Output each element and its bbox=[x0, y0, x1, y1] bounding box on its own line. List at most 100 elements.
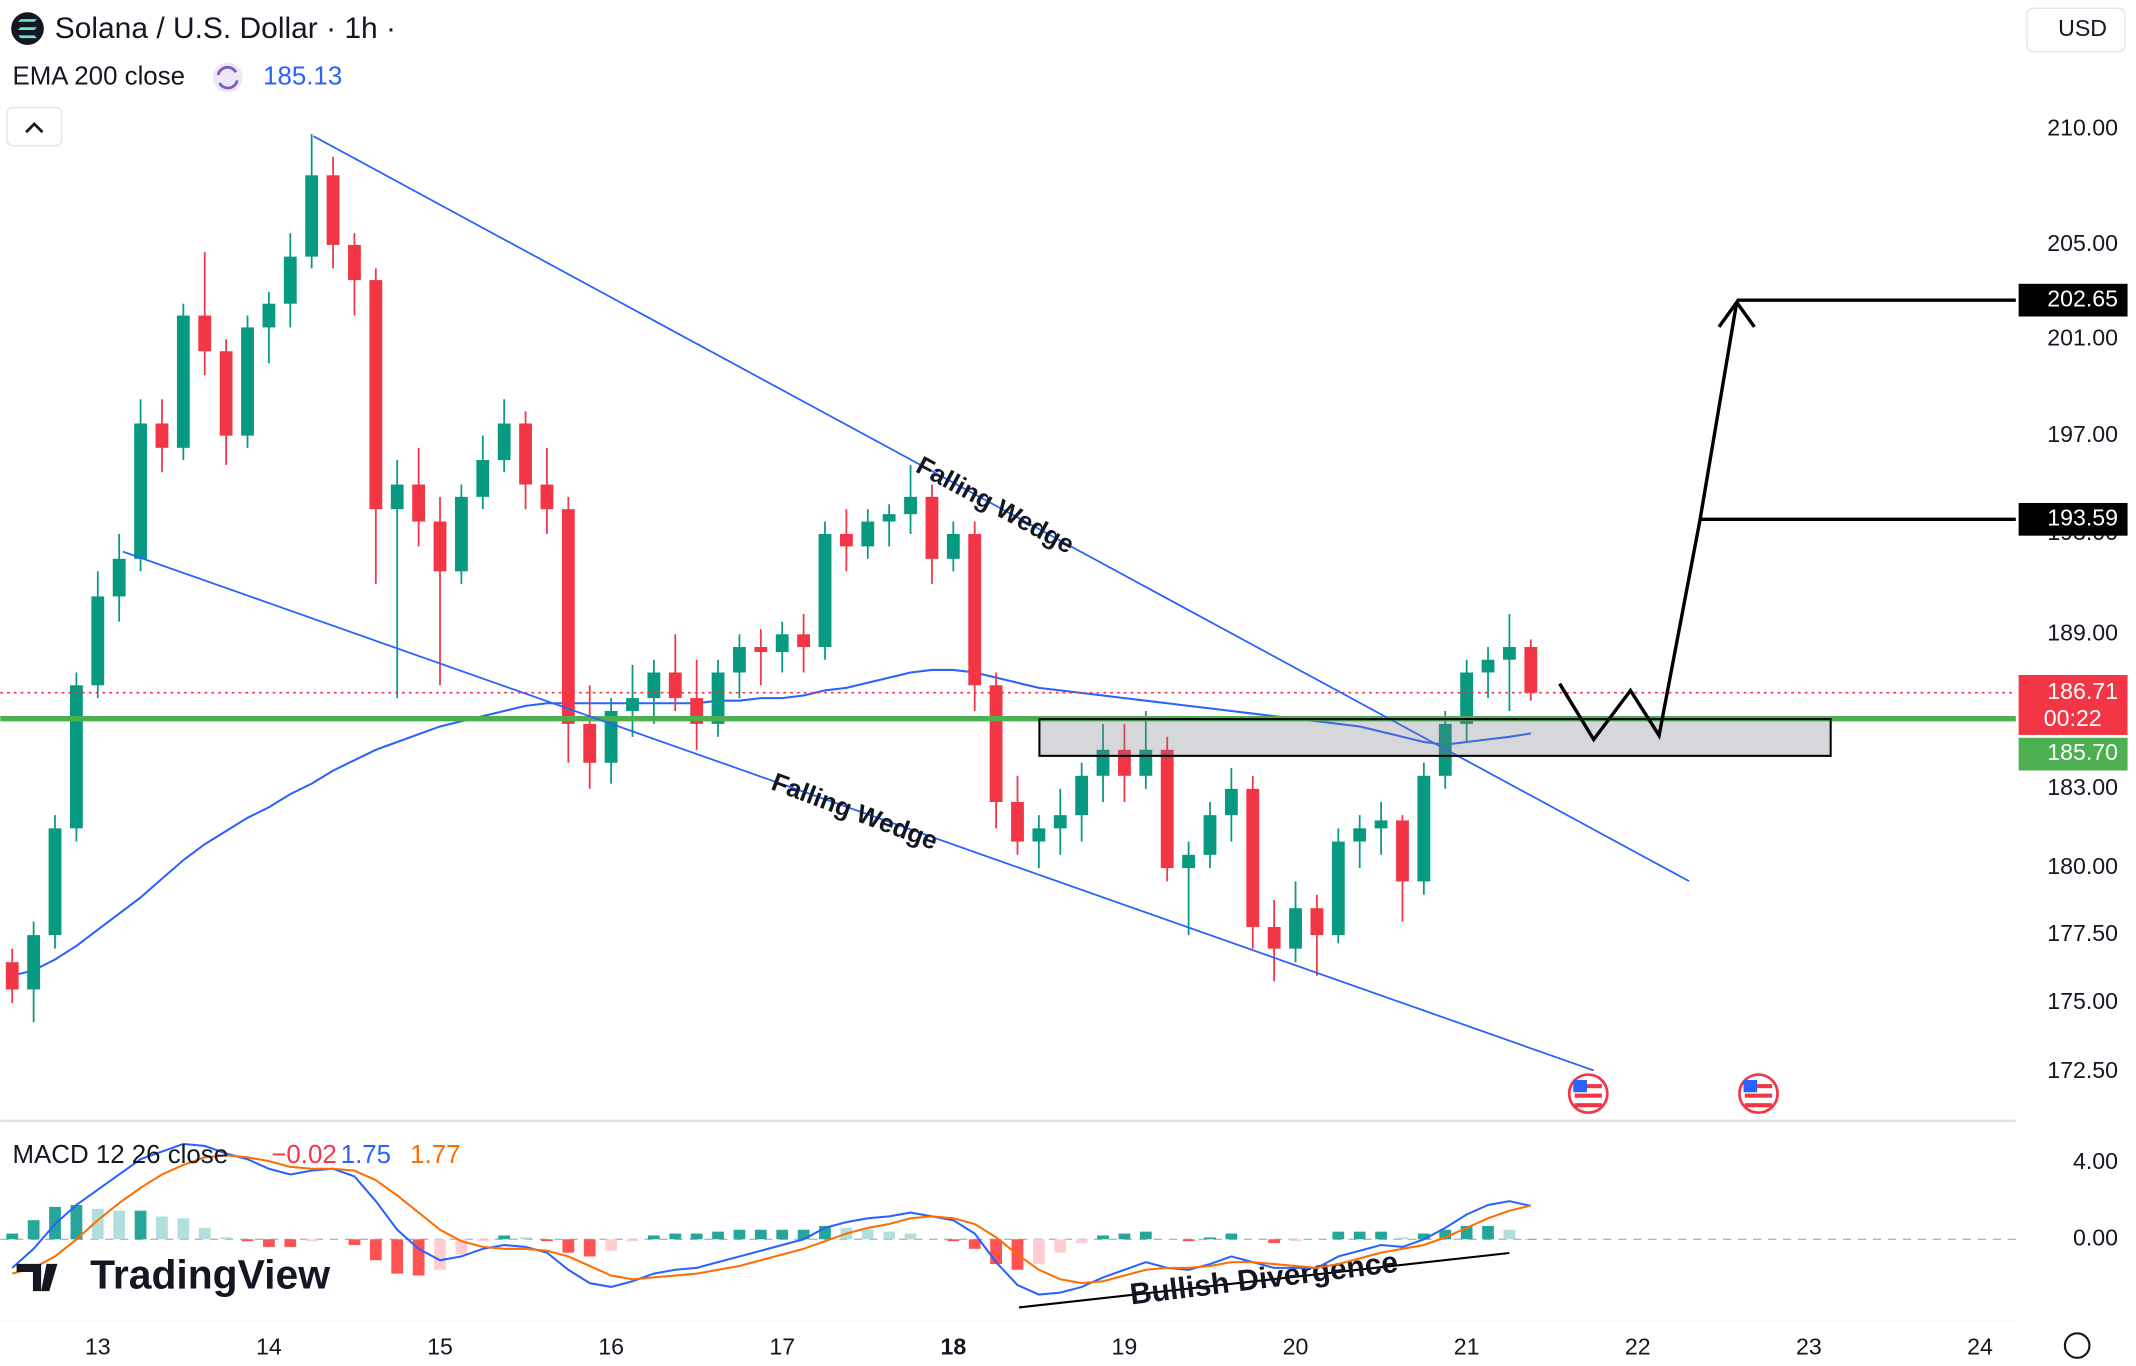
histogram-bar bbox=[177, 1218, 190, 1240]
histogram-bar bbox=[391, 1239, 404, 1274]
histogram-bar bbox=[861, 1229, 874, 1240]
candle-body bbox=[326, 175, 340, 245]
collapse-button[interactable] bbox=[6, 106, 63, 147]
macd-hist-value: −0.02 bbox=[271, 1141, 336, 1169]
candle-body bbox=[176, 315, 190, 448]
candle-body bbox=[604, 710, 618, 763]
y-tick-label: 201.00 bbox=[2047, 324, 2118, 350]
histogram-bar bbox=[990, 1239, 1002, 1265]
histogram-bar bbox=[305, 1239, 318, 1242]
y-tick-label: 189.00 bbox=[2047, 619, 2118, 645]
candle-body bbox=[1460, 672, 1474, 724]
histogram-bar bbox=[712, 1231, 724, 1240]
candle-body bbox=[839, 533, 853, 547]
candle-body bbox=[454, 496, 468, 572]
histogram-bar bbox=[134, 1210, 147, 1240]
histogram-bar bbox=[669, 1233, 682, 1240]
histogram-bar bbox=[1139, 1231, 1152, 1240]
x-tick-label: 16 bbox=[598, 1333, 624, 1359]
currency[interactable]: USD bbox=[2058, 15, 2107, 41]
histogram-bar bbox=[1439, 1229, 1452, 1240]
price-label-box bbox=[2018, 283, 2128, 317]
histogram-bar bbox=[733, 1229, 746, 1240]
histogram-bar bbox=[605, 1239, 617, 1251]
candle-body bbox=[540, 484, 554, 510]
candle-body bbox=[946, 533, 960, 559]
settings-button[interactable] bbox=[2063, 1332, 2091, 1359]
event-icon[interactable] bbox=[1738, 1073, 1779, 1115]
candle-body bbox=[69, 685, 83, 829]
candle-body bbox=[1075, 775, 1089, 816]
candle-body bbox=[1353, 828, 1367, 842]
candle-body bbox=[882, 514, 896, 522]
last-price-box bbox=[2018, 675, 2128, 735]
candle-body bbox=[754, 646, 768, 653]
candle-body bbox=[711, 672, 725, 724]
candle-body bbox=[155, 423, 169, 448]
histogram-bar bbox=[434, 1239, 446, 1270]
histogram-bar bbox=[241, 1239, 254, 1242]
histogram-bar bbox=[1204, 1237, 1216, 1240]
macd-value: 1.75 bbox=[341, 1141, 391, 1169]
candle-body bbox=[861, 521, 875, 547]
currency-button[interactable] bbox=[2026, 7, 2126, 53]
histogram-bar bbox=[562, 1239, 575, 1253]
histogram-bar bbox=[541, 1239, 553, 1242]
projection-path bbox=[1558, 302, 1739, 743]
candle-body bbox=[1182, 854, 1196, 869]
x-tick-label: 21 bbox=[1454, 1333, 1480, 1359]
histogram-bar bbox=[1396, 1237, 1409, 1240]
histogram-bar bbox=[690, 1233, 703, 1240]
candle-body bbox=[112, 558, 126, 597]
candle-body bbox=[262, 303, 276, 328]
histogram-bar bbox=[6, 1233, 19, 1240]
candle-body bbox=[733, 646, 746, 673]
candle-body bbox=[412, 484, 426, 522]
candle-body bbox=[1053, 815, 1067, 829]
divergence-line bbox=[1018, 1251, 1510, 1309]
histogram-bar bbox=[369, 1239, 382, 1261]
y-tick-label: 205.00 bbox=[2047, 230, 2118, 256]
candle-body bbox=[348, 244, 361, 281]
histogram-bar bbox=[263, 1239, 275, 1247]
candle-body bbox=[775, 634, 789, 653]
y-tick-label: 4.00 bbox=[2073, 1148, 2118, 1174]
y-tick-label: 172.50 bbox=[2047, 1057, 2118, 1083]
x-tick-label: 18 bbox=[940, 1333, 966, 1359]
candle-body bbox=[5, 962, 19, 990]
histogram-bar bbox=[1332, 1231, 1345, 1240]
candle-body bbox=[305, 175, 319, 257]
candle-body bbox=[1374, 820, 1388, 829]
candle-body bbox=[1246, 788, 1260, 928]
x-tick-label: 24 bbox=[1967, 1333, 1993, 1359]
x-tick-label: 13 bbox=[85, 1333, 111, 1359]
histogram-bar bbox=[1268, 1239, 1281, 1244]
event-icon[interactable] bbox=[1567, 1073, 1609, 1115]
y-tick-label: 0.00 bbox=[2073, 1224, 2118, 1250]
x-tick-label: 22 bbox=[1625, 1333, 1651, 1359]
candle-body bbox=[48, 828, 62, 936]
histogram-bar bbox=[1097, 1235, 1109, 1240]
histogram-bar bbox=[1075, 1239, 1088, 1244]
y-tick-label: 197.00 bbox=[2047, 421, 2118, 447]
histogram-bar bbox=[626, 1239, 639, 1242]
support-zone bbox=[1038, 718, 1832, 757]
header: Solana / U.S. Dollar · 1h · EMA 200 clos… bbox=[6, 7, 2126, 1297]
x-tick-label: 19 bbox=[1112, 1333, 1138, 1359]
histogram-bar bbox=[1375, 1231, 1387, 1240]
candle-body bbox=[497, 423, 511, 461]
candle-body bbox=[1032, 828, 1046, 842]
candle-body bbox=[818, 533, 832, 647]
histogram-bar bbox=[1503, 1229, 1516, 1240]
candle-body bbox=[1396, 820, 1409, 882]
watermark-logo bbox=[16, 1263, 58, 1292]
candle-body bbox=[583, 723, 597, 763]
candle-body bbox=[925, 496, 939, 559]
histogram-bar bbox=[1118, 1233, 1131, 1240]
countdown: 00:22 bbox=[2044, 705, 2102, 731]
histogram-bar bbox=[1289, 1239, 1302, 1242]
histogram-bar bbox=[348, 1239, 361, 1246]
candle-body bbox=[519, 423, 532, 485]
indicator-value: 185.13 bbox=[263, 62, 342, 90]
